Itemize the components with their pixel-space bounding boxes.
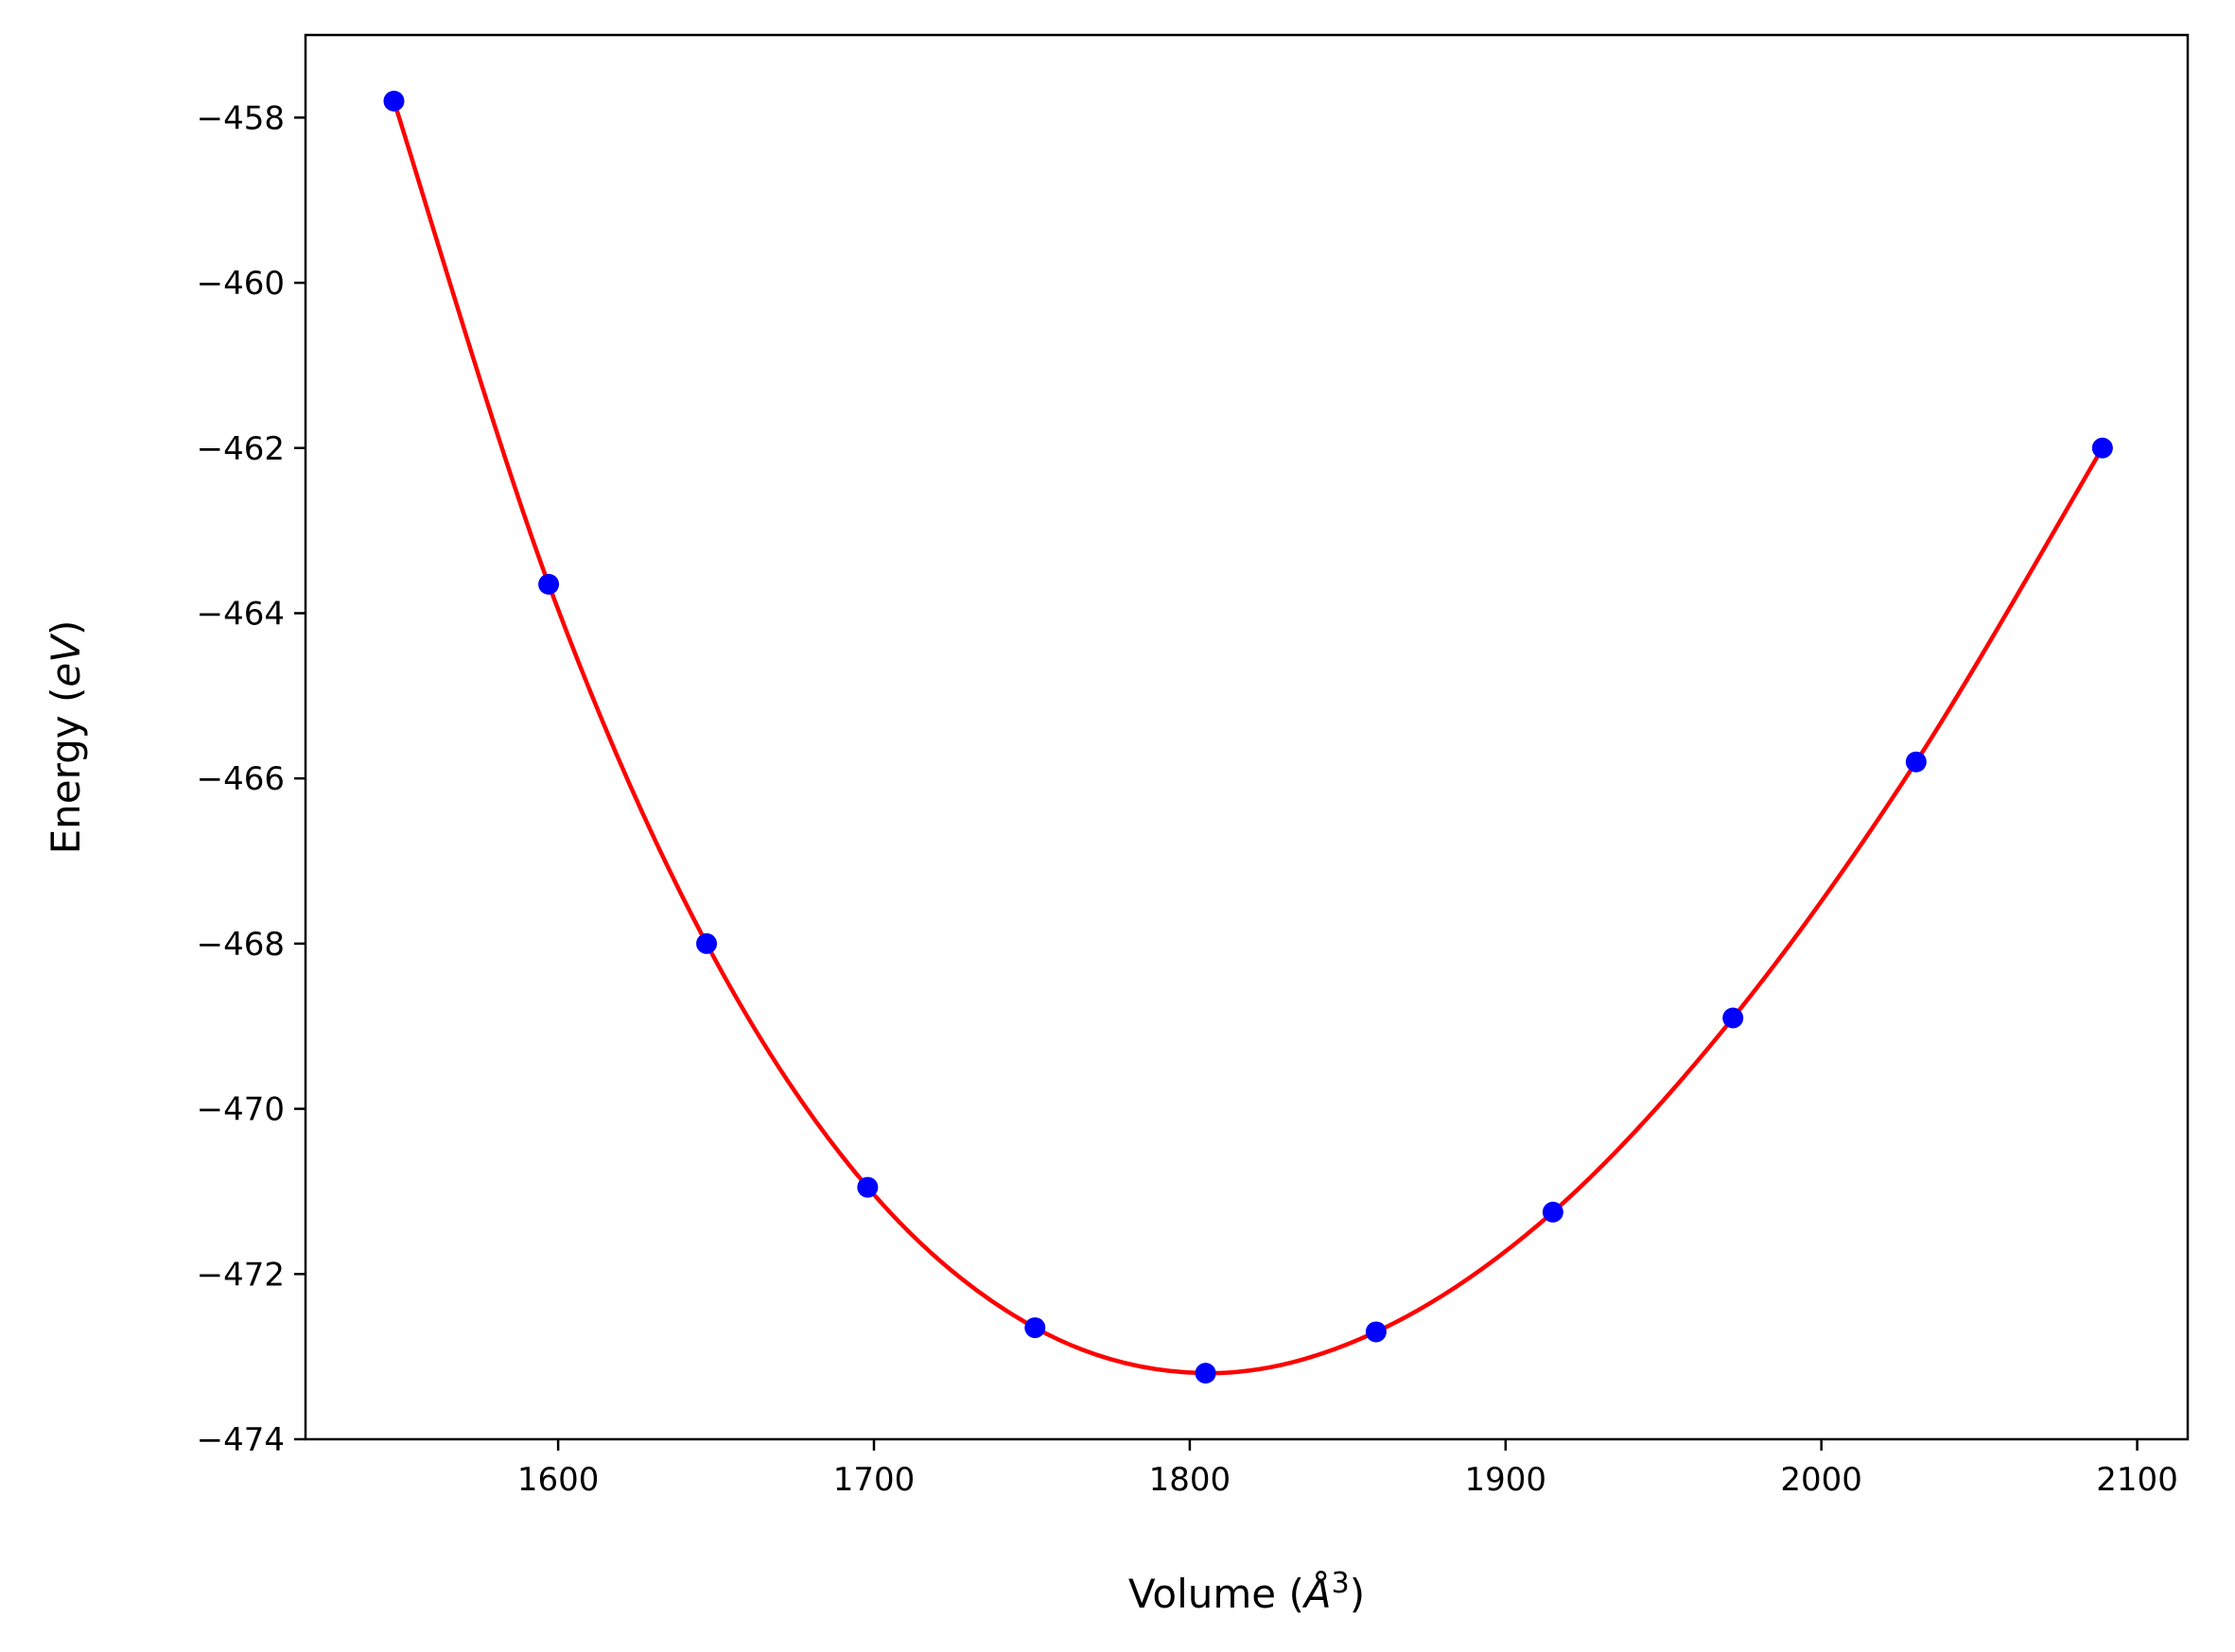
data-point — [1024, 1317, 1046, 1339]
plot-frame — [304, 33, 2190, 1441]
x-axis-title: Volume (Å3) — [1128, 1567, 1365, 1617]
y-tick-label: −458 — [197, 99, 285, 137]
x-tick-label: 1800 — [1149, 1461, 1231, 1499]
y-tick-label: −462 — [197, 430, 285, 468]
x-tick-label: 1700 — [833, 1461, 916, 1499]
x-axis-title-unit: Å — [1301, 1570, 1332, 1617]
data-point — [538, 573, 560, 595]
y-tick-label: −464 — [197, 595, 285, 633]
y-axis-title-unit: eV — [43, 633, 89, 687]
y-tick-label: −470 — [197, 1091, 285, 1129]
y-tick-label: −460 — [197, 265, 285, 303]
data-point — [1722, 1007, 1744, 1029]
plot-area — [383, 90, 2113, 1384]
y-axis-title-prefix: Energy ( — [43, 687, 89, 855]
y-axis-ticks: −474 −472 −470 −468 −466 −464 −462 −460 −458 — [197, 99, 306, 1459]
y-tick-label: −468 — [197, 926, 285, 964]
x-tick-label: 2100 — [2096, 1461, 2178, 1499]
x-axis-ticks: 1600 1700 1800 1900 2000 2100 — [517, 1439, 2178, 1499]
x-axis-title-superscript: 3 — [1332, 1567, 1350, 1600]
x-axis-title-prefix: Volume ( — [1128, 1571, 1304, 1617]
data-point — [1542, 1201, 1563, 1223]
x-axis-title-suffix: ) — [1350, 1571, 1365, 1617]
y-tick-label: −472 — [197, 1256, 285, 1294]
y-axis-title-suffix: ) — [43, 620, 89, 635]
data-point — [857, 1176, 879, 1198]
data-point — [696, 932, 718, 954]
y-axis-title: Energy (eV) — [43, 620, 89, 855]
data-point — [1195, 1363, 1216, 1384]
x-tick-label: 1600 — [517, 1461, 600, 1499]
fit-curve-line — [392, 100, 2104, 1376]
y-tick-label: −466 — [197, 760, 285, 798]
x-tick-label: 1900 — [1465, 1461, 1547, 1499]
x-tick-label: 2000 — [1780, 1461, 1862, 1499]
y-tick-label: −474 — [197, 1421, 285, 1459]
data-point — [383, 90, 405, 112]
data-point — [1365, 1321, 1387, 1343]
data-point — [2091, 437, 2113, 459]
data-point — [1905, 751, 1927, 773]
